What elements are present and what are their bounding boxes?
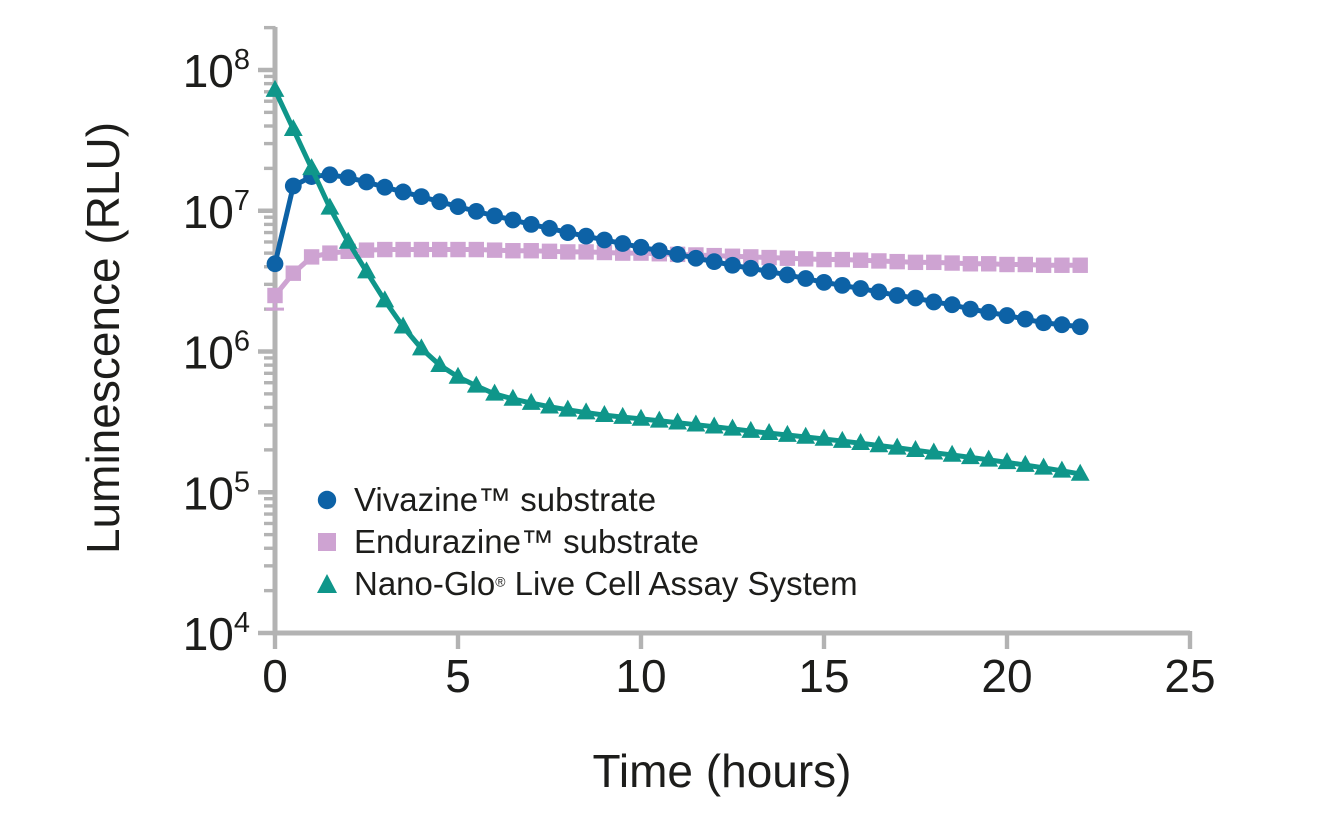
chart-legend: Vivazine™ substrate Endurazine™ substrat… [314,480,858,602]
svg-text:20: 20 [981,650,1032,702]
svg-text:10: 10 [615,650,666,702]
y-axis-title: Luminescence (RLU) [77,121,129,555]
circle-marker-icon [317,490,337,509]
square-marker-icon [318,532,336,551]
legend-label-vivazine: Vivazine™ substrate [354,480,657,518]
legend-item-nanoglo: Nano-Glo® Live Cell Assay System [314,564,858,602]
svg-text:108: 108 [183,44,250,97]
svg-text:106: 106 [183,326,250,379]
svg-text:107: 107 [183,185,250,238]
svg-text:105: 105 [183,466,250,519]
triangle-marker-icon [317,573,337,593]
legend-label-nanoglo: Nano-Glo® Live Cell Assay System [354,564,858,602]
svg-text:15: 15 [798,650,849,702]
svg-text:104: 104 [183,607,250,660]
legend-item-endurazine: Endurazine™ substrate [314,522,858,560]
legend-item-vivazine: Vivazine™ substrate [314,480,858,518]
registered-trademark-symbol: ® [495,572,506,589]
svg-text:5: 5 [445,650,471,702]
x-axis-title: Time (hours) [592,745,852,797]
svg-text:25: 25 [1164,650,1215,702]
legend-label-endurazine: Endurazine™ substrate [354,522,699,560]
svg-text:0: 0 [262,650,288,702]
